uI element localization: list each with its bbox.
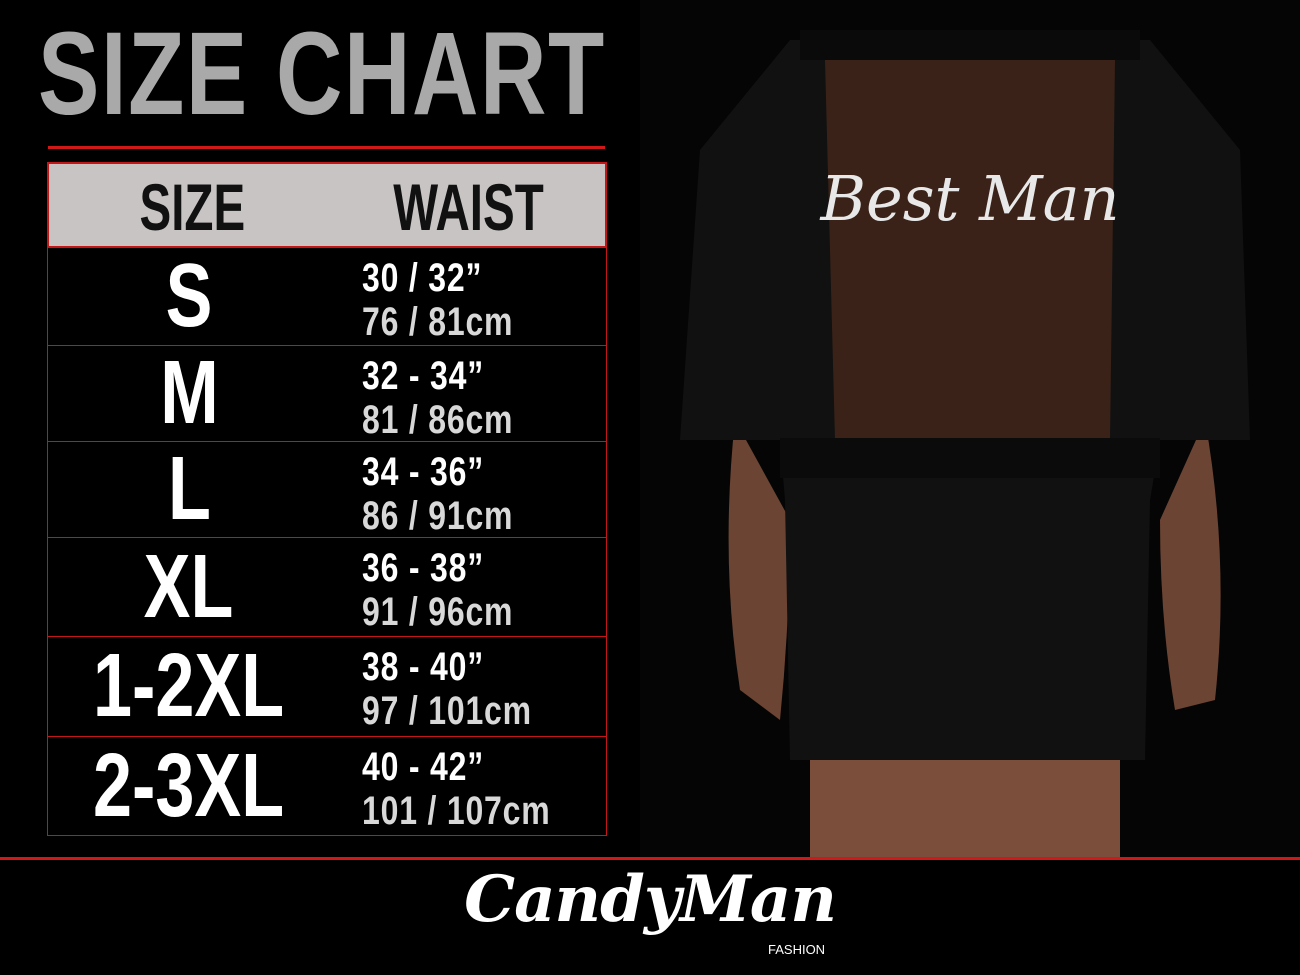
size-cell: XL	[144, 536, 234, 637]
waist-cm: 91 / 96cm	[362, 590, 514, 634]
size-cell: 2-3XL	[93, 735, 285, 836]
waist-cell: 36 - 38” 91 / 96cm	[362, 546, 551, 634]
table-row: 2-3XL 40 - 42” 101 / 107cm	[47, 735, 607, 836]
footer-divider	[0, 857, 1300, 860]
waist-inches: 40 - 42”	[362, 745, 485, 789]
table-row: S 30 / 32” 76 / 81cm	[47, 246, 607, 346]
waist-cm: 86 / 91cm	[362, 494, 514, 538]
waist-inches: 32 - 34”	[362, 354, 485, 398]
waist-inches: 38 - 40”	[362, 645, 485, 689]
size-cell: 1-2XL	[93, 636, 285, 736]
table-row: M 32 - 34” 81 / 86cm	[47, 343, 607, 443]
robe-collar	[800, 30, 1140, 60]
waist-cm: 76 / 81cm	[362, 300, 514, 344]
waist-cell: 32 - 34” 81 / 86cm	[362, 354, 551, 442]
page-title: SIZE CHART	[38, 14, 606, 134]
waist-cm: 101 / 107cm	[362, 789, 551, 833]
brand-name: CandyMan	[464, 862, 837, 937]
legs	[810, 740, 1120, 858]
size-cell: M	[159, 343, 219, 443]
header-waist: WAIST	[393, 170, 544, 244]
waist-cm: 81 / 86cm	[362, 398, 514, 442]
brand-logo: CandyMan FASHION	[0, 864, 1300, 975]
size-table: SIZE WAIST S 30 / 32” 76 / 81cm M 32 - 3…	[47, 162, 607, 836]
header-size: SIZE	[139, 170, 246, 244]
waist-cell: 30 / 32” 76 / 81cm	[362, 256, 551, 344]
right-arm	[1160, 420, 1221, 710]
waist-cell: 38 - 40” 97 / 101cm	[362, 645, 574, 733]
table-row: 1-2XL 38 - 40” 97 / 101cm	[47, 636, 607, 737]
size-cell: S	[165, 246, 213, 346]
waist-cell: 34 - 36” 86 / 91cm	[362, 450, 551, 538]
table-row: XL 36 - 38” 91 / 96cm	[47, 536, 607, 637]
product-photo: Best Man	[640, 0, 1300, 858]
brand-sub: FASHION	[768, 942, 826, 957]
table-row: L 34 - 36” 86 / 91cm	[47, 439, 607, 539]
belt	[780, 438, 1160, 478]
waist-inches: 34 - 36”	[362, 450, 485, 494]
mesh-panel	[825, 60, 1115, 440]
table-body: S 30 / 32” 76 / 81cm M 32 - 34” 81 / 86c…	[47, 246, 607, 836]
title-divider	[48, 146, 605, 149]
size-cell: L	[167, 439, 211, 539]
left-arm	[728, 420, 790, 720]
table-header: SIZE WAIST	[47, 162, 607, 248]
waist-cm: 97 / 101cm	[362, 689, 532, 733]
waist-inches: 30 / 32”	[362, 256, 483, 300]
waist-inches: 36 - 38”	[362, 546, 485, 590]
waist-cell: 40 - 42” 101 / 107cm	[362, 745, 598, 833]
best-man-print: Best Man	[819, 162, 1119, 235]
